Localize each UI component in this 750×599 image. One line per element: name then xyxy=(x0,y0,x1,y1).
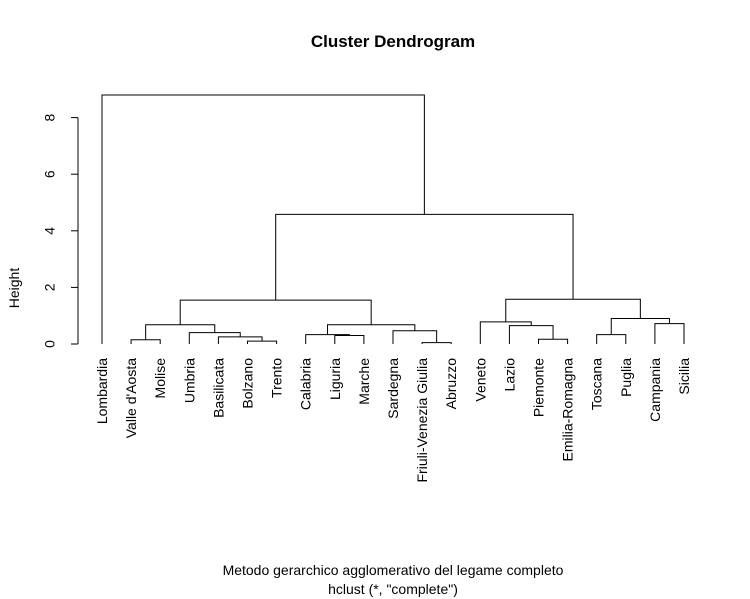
leaf-label: Abruzzo xyxy=(443,358,459,410)
leaf-label: Bolzano xyxy=(240,358,256,409)
x-axis-label: Metodo gerarchico agglomerativo del lega… xyxy=(223,562,564,578)
leaf-label: Sicilia xyxy=(676,358,692,395)
dendrogram-merge-link xyxy=(188,332,241,344)
dendrogram-merge-link xyxy=(305,334,350,344)
leaf-label: Piemonte xyxy=(531,358,547,417)
leaf-label: Campania xyxy=(647,358,663,422)
leaf-label: Liguria xyxy=(327,358,343,400)
dendrogram-merge-link xyxy=(508,325,554,344)
dendrogram-merge-link xyxy=(392,330,438,344)
leaf-label: Lombardia xyxy=(94,358,110,424)
dendrogram-merge-link xyxy=(610,318,670,335)
dendrogram-merge-link xyxy=(179,299,372,325)
leaf-label: Toscana xyxy=(589,358,605,410)
y-tick-label: 2 xyxy=(42,283,58,291)
dendrogram-merge-link xyxy=(421,342,452,344)
leaf-label: Friuli-Venezia Giulia xyxy=(414,358,430,483)
y-axis: 0 2 4 6 8 xyxy=(42,113,79,348)
leaf-label: Puglia xyxy=(618,358,634,397)
dendrogram-merge-link xyxy=(334,335,365,344)
dendrogram-merge-link xyxy=(327,324,416,335)
dendrogram-merge-link xyxy=(217,336,263,344)
dendrogram-merge-link xyxy=(130,339,161,344)
leaf-label: Valle d'Aosta xyxy=(123,358,139,438)
leaf-label: Trento xyxy=(269,358,285,398)
dendrogram-merge-link xyxy=(275,213,574,301)
leaf-label: Veneto xyxy=(472,358,488,402)
leaf-label: Molise xyxy=(152,358,168,399)
y-tick-label: 6 xyxy=(42,170,58,178)
dendrogram-links xyxy=(101,94,685,344)
y-tick-label: 8 xyxy=(42,113,58,121)
leaf-label: Calabria xyxy=(298,358,314,410)
leaf-label: Sardegna xyxy=(385,358,401,419)
leaf-label: Umbria xyxy=(181,358,197,403)
y-tick-label: 4 xyxy=(42,227,58,235)
leaf-labels: Lombardia Valle d'Aosta Molise Umbria Basili… xyxy=(94,358,692,483)
dendrogram-merge-link xyxy=(247,340,278,344)
y-tick-label: 0 xyxy=(42,340,58,348)
dendrogram-merge-link xyxy=(596,334,627,344)
y-axis-label: Height xyxy=(6,268,22,309)
leaf-label: Marche xyxy=(356,358,372,405)
leaf-label: Basilicata xyxy=(210,358,226,418)
dendrogram-merge-link xyxy=(654,323,685,344)
dendrogram-merge-link xyxy=(101,94,425,344)
leaf-label: Emilia-Romagna xyxy=(560,358,576,462)
leaf-label: Lazio xyxy=(501,358,517,392)
chart-subtitle: hclust (*, "complete") xyxy=(328,581,458,597)
chart-title: Cluster Dendrogram xyxy=(311,32,475,51)
dendrogram-merge-link xyxy=(538,338,569,344)
